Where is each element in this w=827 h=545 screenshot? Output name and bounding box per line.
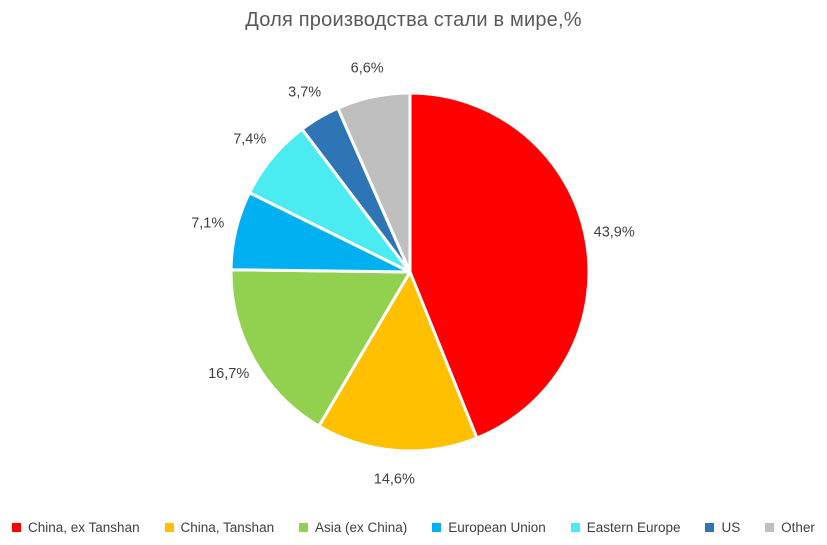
legend-swatch-icon	[570, 523, 580, 532]
legend-swatch-icon	[299, 523, 309, 532]
legend-label: Other	[781, 520, 815, 535]
legend-label: China, ex Tanshan	[28, 520, 140, 535]
legend-label: Eastern Europe	[586, 520, 681, 535]
slice-data-label: 3,7%	[288, 85, 321, 101]
legend-item-european-union: European Union	[432, 520, 546, 535]
slice-data-label: 14,6%	[374, 471, 415, 487]
legend-swatch-icon	[765, 523, 775, 532]
legend-swatch-icon	[12, 523, 21, 532]
legend-item-other: Other	[765, 520, 815, 535]
legend-swatch-icon	[705, 523, 715, 532]
legend-label: China, Tanshan	[180, 520, 275, 535]
legend-label: Asia (ex China)	[315, 520, 408, 535]
legend-item-asia-ex-china: Asia (ex China)	[299, 520, 407, 535]
legend-item-china-ex-tanshan: China, ex Tanshan	[12, 520, 140, 535]
slice-data-label: 6,6%	[351, 60, 384, 76]
pie-slice-china-tanshan	[317, 270, 479, 453]
legend-item-us: US	[705, 520, 740, 535]
legend-swatch-icon	[432, 523, 442, 532]
slice-data-label: 7,1%	[191, 215, 224, 231]
legend-swatch-icon	[164, 523, 174, 532]
slice-data-label: 7,4%	[233, 131, 266, 147]
chart-legend: China, ex Tanshan China, Tanshan Asia (ex …	[0, 520, 827, 535]
legend-label: European Union	[448, 520, 546, 535]
legend-label: US	[721, 520, 741, 535]
legend-item-china-tanshan: China, Tanshan	[164, 520, 275, 535]
pie-slice-china-ex-tanshan	[408, 91, 591, 440]
chart-title: Доля производства стали в мире,%	[245, 9, 582, 31]
pie-slice-other	[336, 91, 412, 274]
slice-data-label: 43,9%	[594, 224, 635, 240]
legend-item-eastern-europe: Eastern Europe	[570, 520, 681, 535]
pie-slice-asia-ex-china	[229, 268, 412, 428]
slice-data-label: 16,7%	[208, 366, 249, 382]
